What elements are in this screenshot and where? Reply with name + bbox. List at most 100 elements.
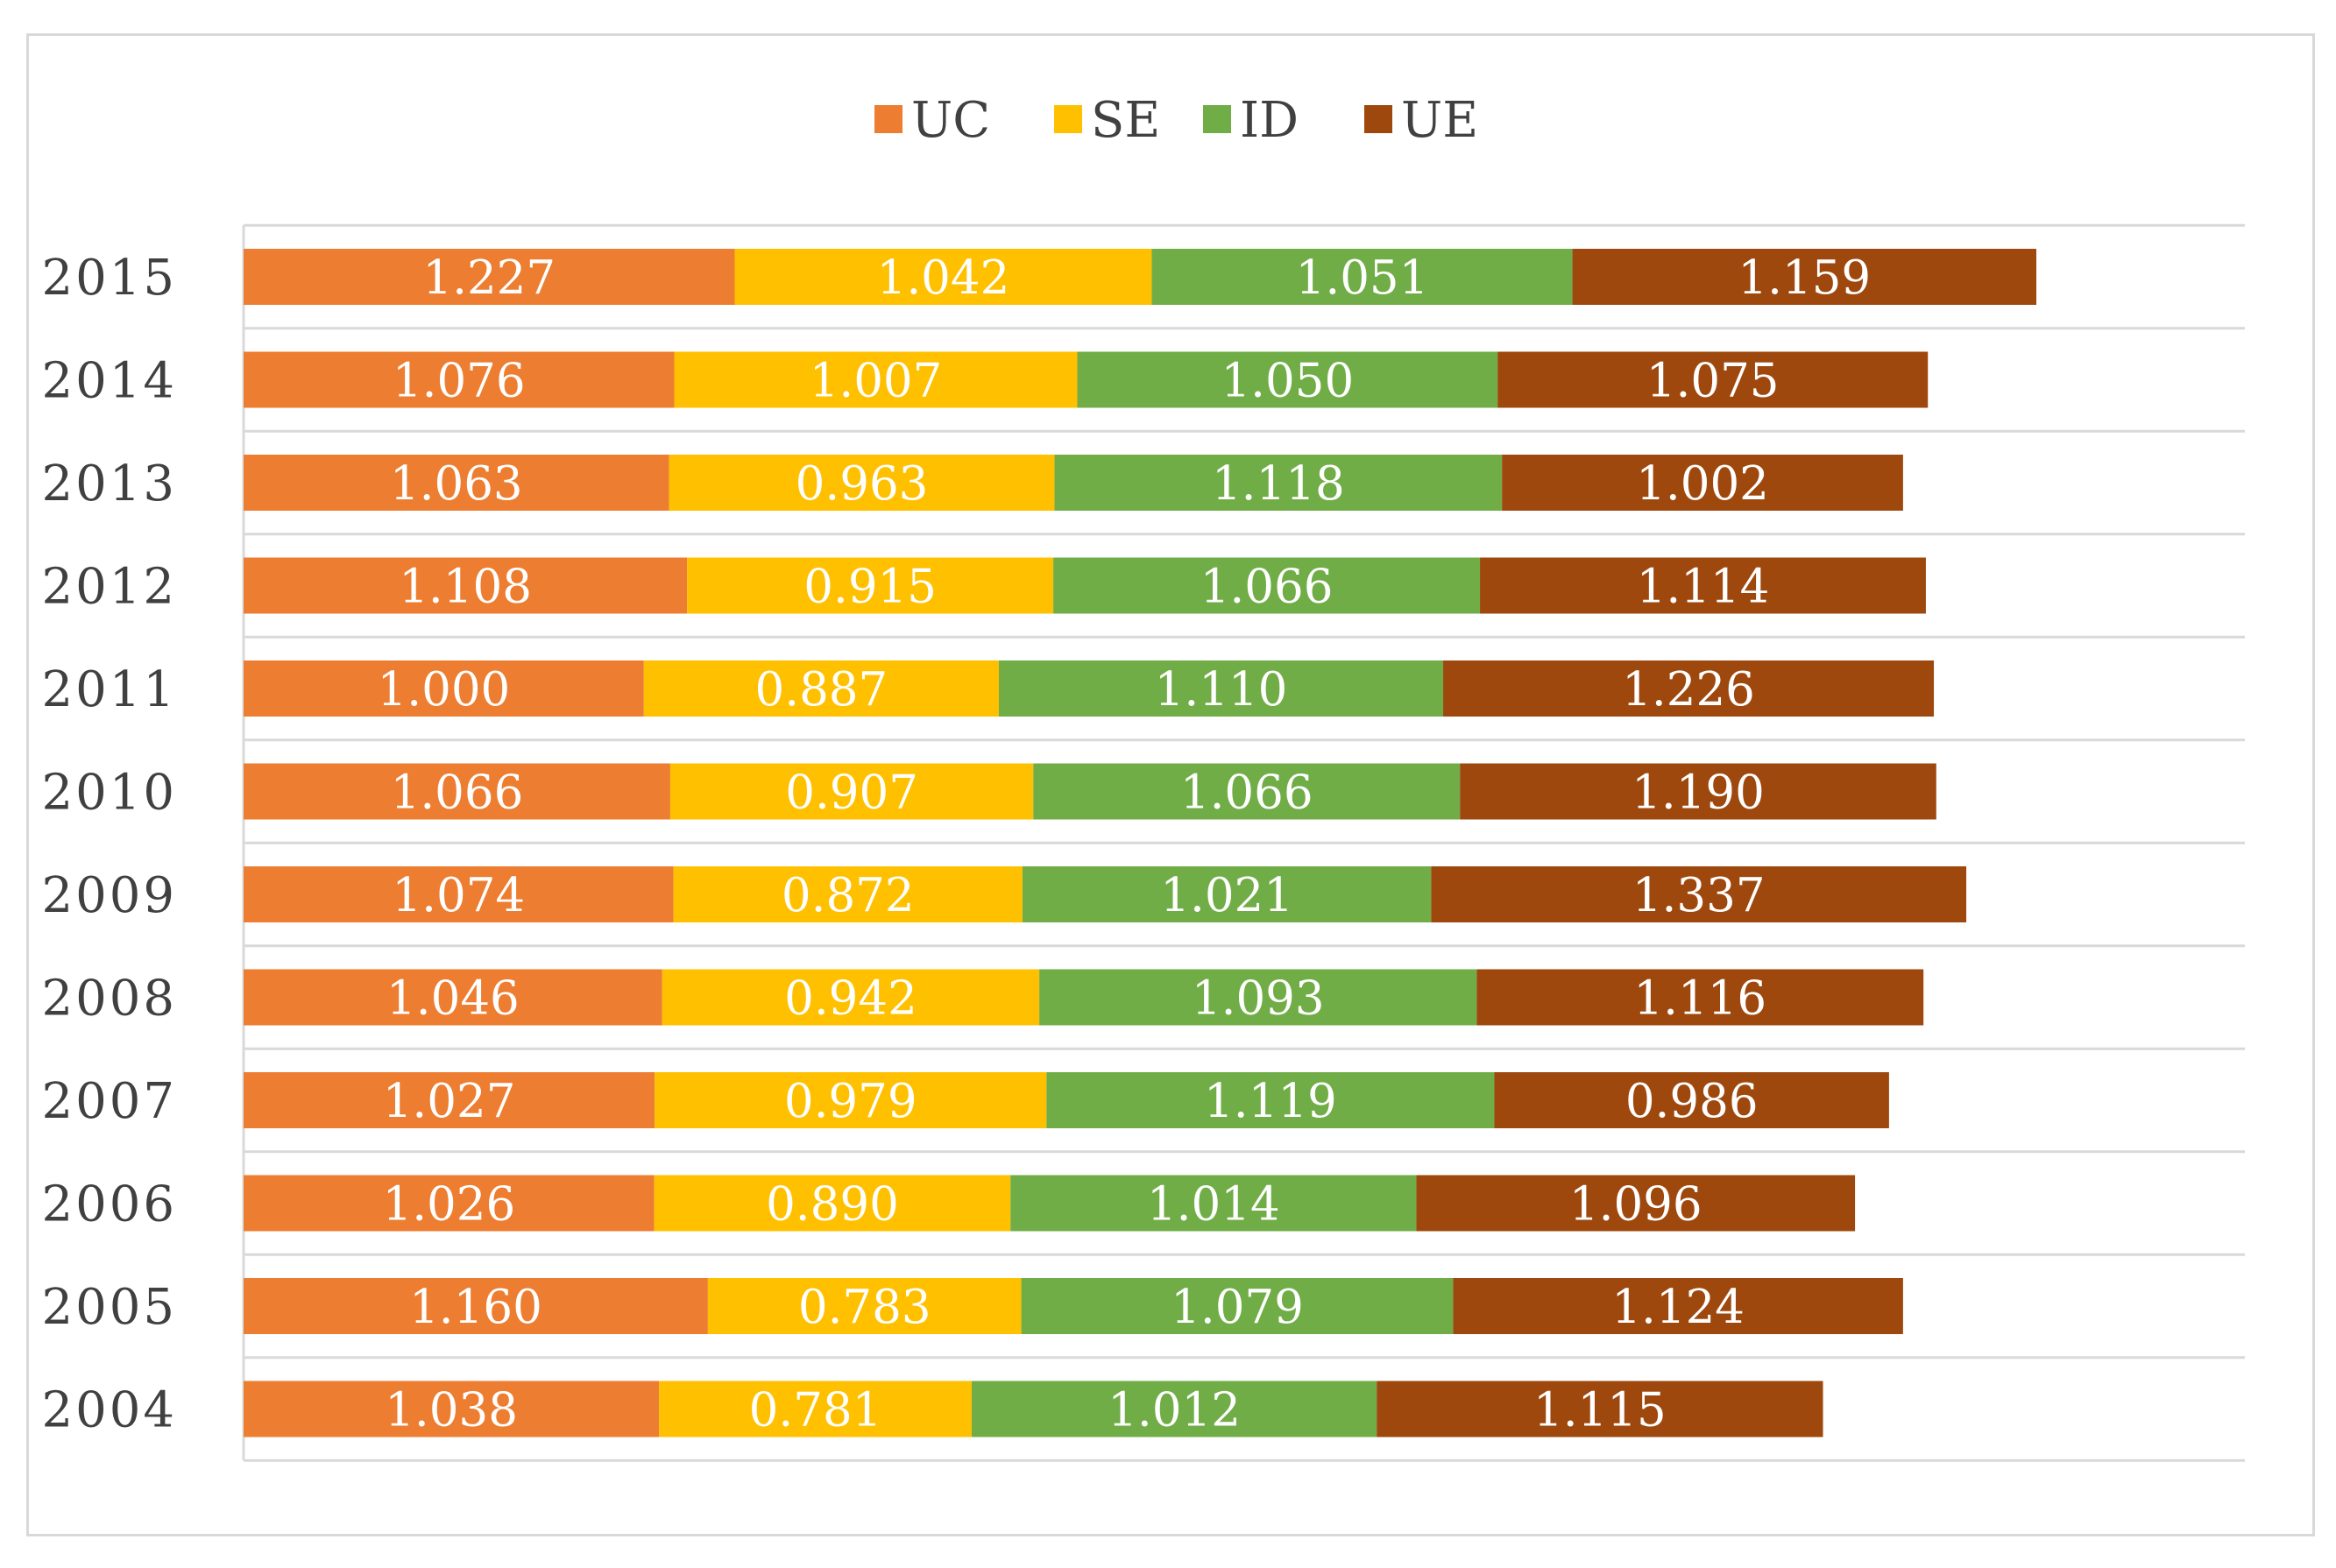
bar-segment-ue bbox=[1431, 866, 1967, 922]
bar-value-label: 1.038 bbox=[385, 1384, 518, 1437]
bar-segment-uc bbox=[244, 866, 674, 922]
bar-segment-uc bbox=[244, 763, 670, 820]
bar-value-label: 1.110 bbox=[1155, 663, 1288, 717]
bar-segment-uc bbox=[244, 1072, 655, 1128]
year-label: 2008 bbox=[41, 971, 177, 1028]
bar-value-label: 0.887 bbox=[755, 663, 888, 717]
bar-value-label: 1.160 bbox=[409, 1281, 542, 1334]
bar-segment-id bbox=[1039, 969, 1477, 1026]
bar-value-label: 1.014 bbox=[1147, 1178, 1280, 1232]
bar-value-label: 1.063 bbox=[390, 457, 523, 511]
bar-segment-se bbox=[687, 557, 1054, 614]
year-label: 2010 bbox=[41, 765, 177, 822]
bar-value-label: 1.108 bbox=[399, 561, 532, 614]
bar-segment-id bbox=[1054, 455, 1503, 511]
bar-segment-id bbox=[1033, 763, 1461, 820]
bar-value-label: 1.076 bbox=[393, 355, 526, 408]
bar-value-label: 1.027 bbox=[383, 1075, 516, 1128]
year-label: 2005 bbox=[41, 1279, 177, 1336]
bar-value-label: 1.007 bbox=[810, 355, 943, 408]
bar-value-label: 1.227 bbox=[422, 251, 556, 305]
legend-label-uc: UC bbox=[911, 92, 990, 149]
bar-segment-ue bbox=[1480, 557, 1926, 614]
bar-value-label: 0.979 bbox=[784, 1075, 917, 1128]
bar-segment-ue bbox=[1502, 455, 1903, 511]
bar-segment-id bbox=[1151, 249, 1573, 305]
bar-segment-ue bbox=[1494, 1072, 1889, 1128]
bar-value-label: 1.116 bbox=[1633, 972, 1766, 1026]
bar-segment-se bbox=[654, 1175, 1011, 1232]
bar-segment-se bbox=[659, 1381, 972, 1437]
bar-value-label: 1.050 bbox=[1221, 355, 1354, 408]
bar-value-label: 1.002 bbox=[1636, 457, 1769, 511]
legend-label-se: SE bbox=[1091, 92, 1160, 149]
bar-segment-ue bbox=[1460, 763, 1936, 820]
bar-segment-uc bbox=[244, 1381, 660, 1437]
bar-segment-se bbox=[662, 969, 1040, 1026]
bar-value-label: 0.783 bbox=[798, 1281, 931, 1334]
bar-segment-uc bbox=[244, 351, 675, 408]
bar-value-label: 1.096 bbox=[1569, 1178, 1702, 1232]
bar-segment-ue bbox=[1443, 660, 1935, 717]
bar-segment-id bbox=[1077, 351, 1498, 408]
bar-value-label: 0.942 bbox=[784, 972, 917, 1026]
bar-segment-se bbox=[707, 1278, 1022, 1334]
bar-segment-uc bbox=[244, 455, 669, 511]
bar-value-label: 1.114 bbox=[1637, 561, 1770, 614]
bar-value-label: 1.124 bbox=[1611, 1281, 1745, 1334]
bar-value-label: 0.986 bbox=[1625, 1075, 1759, 1128]
year-label: 2006 bbox=[41, 1176, 177, 1233]
bar-segment-ue bbox=[1572, 249, 2036, 305]
bar-segment-se bbox=[655, 1072, 1047, 1128]
gridlines bbox=[242, 223, 2245, 1462]
bar-segment-id bbox=[1010, 1175, 1417, 1232]
bar-value-label: 0.890 bbox=[766, 1178, 899, 1232]
bar-value-label: 1.115 bbox=[1533, 1384, 1667, 1437]
bar-value-label: 1.075 bbox=[1646, 355, 1780, 408]
bar-value-label: 1.190 bbox=[1632, 766, 1765, 820]
bar-segment-ue bbox=[1476, 969, 1924, 1026]
bar-segment-uc bbox=[244, 557, 688, 614]
bar-value-label: 1.119 bbox=[1204, 1075, 1337, 1128]
bar-segment-ue bbox=[1377, 1381, 1823, 1437]
legend-swatch-se bbox=[1054, 105, 1082, 133]
bar-value-label: 1.042 bbox=[877, 251, 1010, 305]
bar-value-label: 1.012 bbox=[1108, 1384, 1241, 1437]
bar-segment-uc bbox=[244, 249, 735, 305]
bar-value-label: 1.093 bbox=[1192, 972, 1325, 1026]
legend-swatch-ue bbox=[1364, 105, 1392, 133]
bar-value-label: 1.079 bbox=[1171, 1281, 1304, 1334]
bar-segment-se bbox=[674, 351, 1078, 408]
bar-segment-id bbox=[1021, 1278, 1454, 1334]
legend-label-id: ID bbox=[1240, 92, 1299, 149]
bar-value-label: 0.907 bbox=[785, 766, 918, 820]
legend-swatch-id bbox=[1203, 105, 1231, 133]
bar-segment-ue bbox=[1497, 351, 1929, 408]
bar-segment-se bbox=[643, 660, 999, 717]
y-axis-labels: 2015 2014 2013 2012 2011 2010 2009 2008 2007 2006… bbox=[41, 250, 177, 1439]
bar-segment-se bbox=[669, 455, 1055, 511]
bar-segment-se bbox=[673, 866, 1023, 922]
bar-segment-ue bbox=[1453, 1278, 1903, 1334]
bar-segment-se bbox=[734, 249, 1152, 305]
bar-segment-se bbox=[669, 763, 1034, 820]
bar-segment-id bbox=[971, 1381, 1377, 1437]
year-label: 2014 bbox=[41, 353, 177, 410]
bar-value-label: 1.066 bbox=[1180, 766, 1313, 820]
bar-segment-uc bbox=[244, 1175, 655, 1232]
bar-segment-id bbox=[1053, 557, 1481, 614]
bar-segment-uc bbox=[244, 969, 662, 1026]
bar-value-label: 0.963 bbox=[796, 457, 929, 511]
bar-value-label: 1.046 bbox=[386, 972, 520, 1026]
legend: UC SE ID UE bbox=[874, 92, 1478, 149]
year-label: 2007 bbox=[41, 1073, 177, 1130]
bar-segment-id bbox=[1046, 1072, 1495, 1128]
year-label: 2009 bbox=[41, 867, 177, 924]
bar-value-label: 1.226 bbox=[1622, 663, 1755, 717]
bar-value-label: 1.066 bbox=[391, 766, 524, 820]
bar-segment-id bbox=[998, 660, 1444, 717]
legend-swatch-uc bbox=[874, 105, 903, 133]
bar-value-label: 1.337 bbox=[1632, 869, 1766, 922]
year-label: 2011 bbox=[41, 661, 177, 718]
